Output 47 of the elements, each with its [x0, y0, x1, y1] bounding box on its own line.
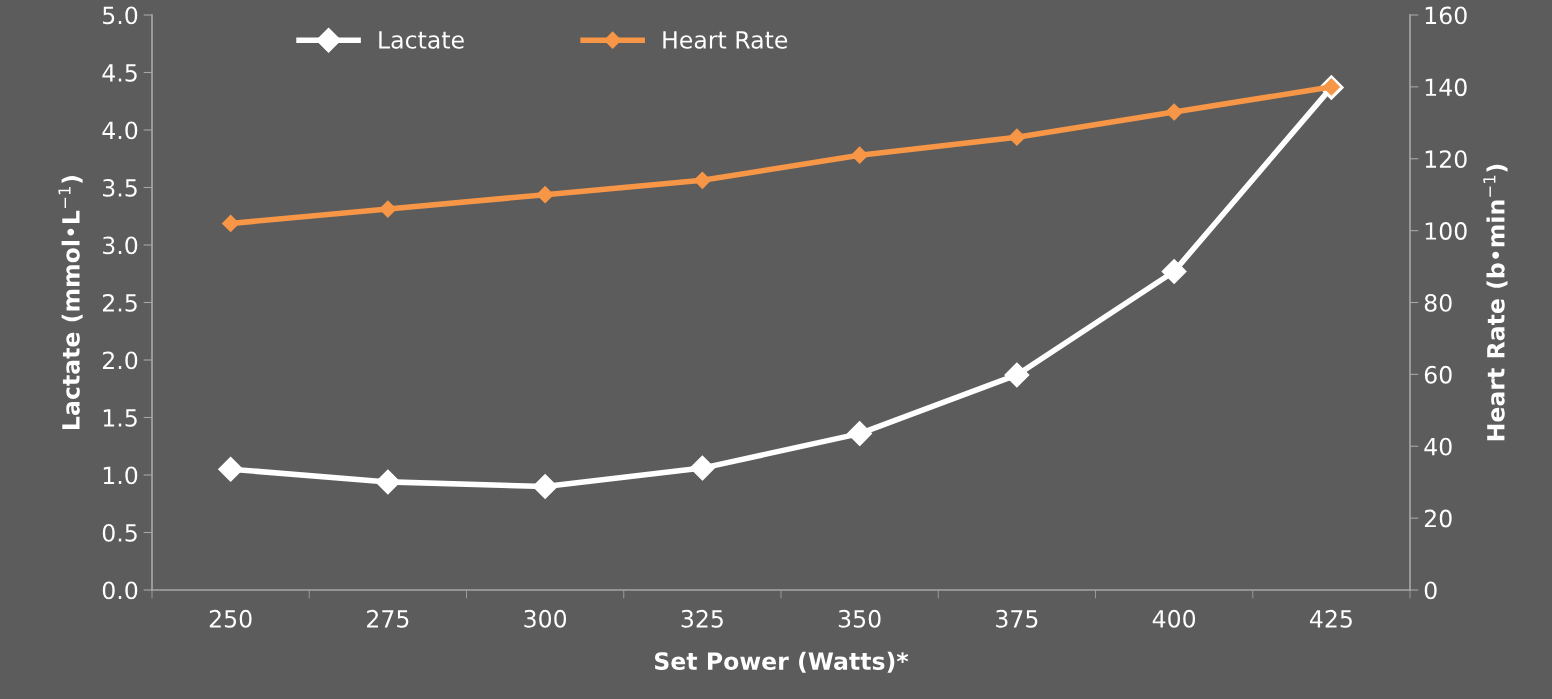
y-tick-label: 2.0 [102, 351, 138, 370]
point [375, 469, 401, 495]
y-axis-title: Lactate (mmol•L$^{−1}$) [58, 176, 83, 429]
legend-label: Heart Rate [663, 31, 788, 49]
y-tick-label: 1.0 [103, 466, 138, 485]
x-tick-label: 350 [838, 609, 881, 628]
y2-tick-label: 20 [1424, 509, 1452, 528]
y-tick-label: 1.5 [103, 409, 137, 427]
y2-tick-label: 100 [1425, 222, 1467, 240]
x-axis-title: Set Power (Watts)* [654, 651, 909, 673]
point [1004, 362, 1030, 388]
y-tick-label: 4.5 [102, 64, 137, 82]
point [1161, 258, 1187, 284]
point [693, 171, 711, 189]
y2-tick-label: 160 [1425, 6, 1467, 25]
y2-tick-label: 140 [1425, 78, 1467, 97]
point [222, 214, 240, 232]
point [218, 456, 244, 482]
y-tick-label: 3.0 [103, 236, 138, 255]
y2-tick-label: 80 [1424, 293, 1452, 312]
y-tick-label: 3.5 [103, 178, 137, 197]
point [689, 455, 715, 481]
y-tick-label: 5.0 [103, 6, 138, 25]
x-tick-label: 250 [209, 609, 252, 628]
point [536, 186, 554, 204]
x-tick-label: 375 [996, 609, 1038, 628]
x-tick-label: 400 [1152, 609, 1196, 628]
x-tick-label: 300 [524, 609, 567, 628]
point [379, 200, 397, 218]
y2-tick-label: 60 [1424, 365, 1452, 384]
y-tick-label: 4.0 [102, 121, 138, 140]
point [1008, 128, 1026, 146]
y2-tick-label: 120 [1425, 150, 1467, 169]
x-tick-label: 275 [367, 609, 409, 628]
y2-axis-title: Heart Rate (b•min$^{−1}$) [1483, 164, 1508, 441]
x-tick-label: 425 [1310, 609, 1352, 628]
point [532, 474, 558, 499]
y-tick-label: 0.5 [102, 523, 137, 542]
y2-tick-label: 0 [1424, 581, 1437, 600]
y2-tick-label: 40 [1424, 437, 1452, 456]
point [847, 421, 873, 447]
point [1165, 103, 1183, 121]
y-tick-label: 2.5 [102, 293, 137, 312]
x-tick-label: 325 [681, 609, 723, 628]
legend-label: Lactate [379, 31, 464, 49]
y-tick-label: 0.0 [102, 581, 138, 600]
point [851, 146, 869, 164]
